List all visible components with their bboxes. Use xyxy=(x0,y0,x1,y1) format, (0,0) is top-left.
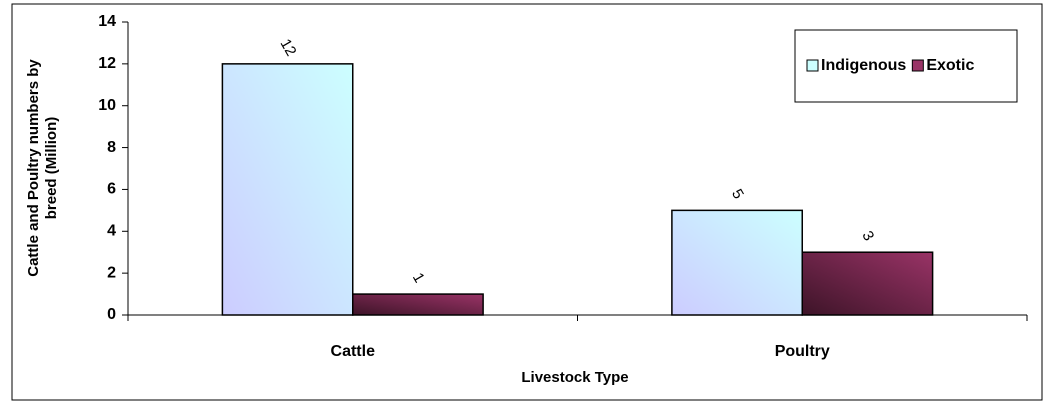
bar xyxy=(671,209,804,316)
legend-box xyxy=(794,29,1018,103)
bar xyxy=(221,63,354,316)
legend-label: Exotic xyxy=(926,57,974,74)
y-tick-label: 2 xyxy=(107,264,116,281)
value-label: 1 xyxy=(409,270,428,286)
y-tick-label: 12 xyxy=(98,55,116,72)
legend-label: Indigenous xyxy=(821,57,906,74)
y-tick-label: 6 xyxy=(107,181,116,198)
value-label: 12 xyxy=(276,36,299,59)
y-tick-label: 0 xyxy=(107,306,116,323)
y-tick-label: 8 xyxy=(107,139,116,156)
value-label: 3 xyxy=(858,228,877,244)
y-axis-title: Cattle and Poultry numbers by xyxy=(25,59,42,277)
chart-border xyxy=(11,3,1043,401)
legend-swatch xyxy=(806,59,819,72)
bar xyxy=(352,293,484,316)
value-label: 5 xyxy=(728,186,747,202)
legend-swatch xyxy=(911,59,924,72)
y-tick-label: 14 xyxy=(98,13,116,30)
y-tick-label: 4 xyxy=(107,223,116,240)
x-tick-label: Cattle xyxy=(331,343,376,360)
bar xyxy=(801,251,934,316)
x-axis-title: Livestock Type xyxy=(521,369,628,386)
y-axis-title: breed (Million) xyxy=(43,117,60,220)
y-tick-label: 10 xyxy=(98,97,116,114)
x-tick-label: Poultry xyxy=(775,343,830,360)
